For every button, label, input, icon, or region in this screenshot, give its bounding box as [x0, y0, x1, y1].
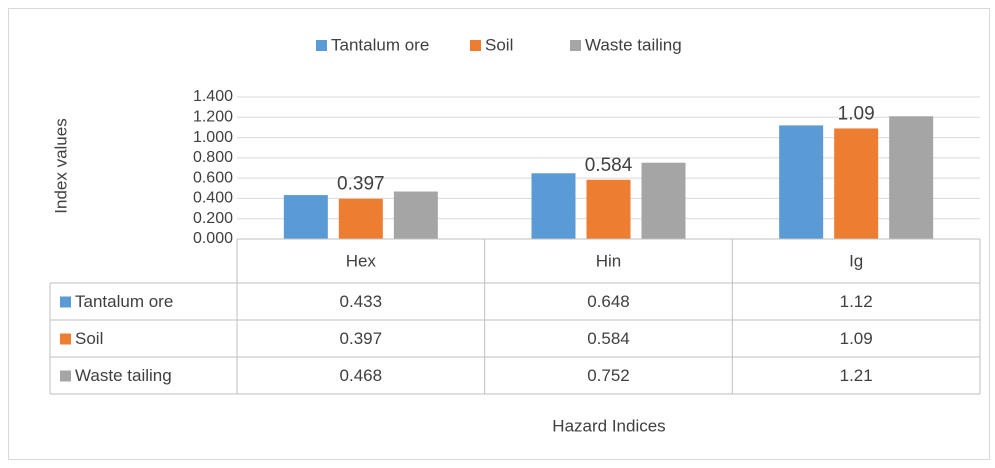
legend-key [316, 40, 327, 51]
y-tick-label: 1.000 [193, 129, 233, 146]
data-label: 0.584 [585, 155, 633, 176]
bar [641, 162, 686, 239]
table-cell: 1.21 [840, 366, 873, 385]
bar [586, 179, 631, 239]
legend-key [470, 40, 481, 51]
table-row-label: Soil [75, 329, 103, 348]
y-tick-label: 1.400 [193, 88, 233, 105]
bar [338, 198, 383, 239]
legend-label: Waste tailing [585, 35, 682, 54]
y-tick-label: 0.600 [193, 169, 233, 186]
data-label: 1.09 [838, 103, 875, 124]
bar [393, 191, 438, 239]
bar [779, 125, 824, 239]
bar [834, 128, 879, 239]
table-header: Hex [346, 251, 377, 270]
y-tick-label: 0.800 [193, 149, 233, 166]
legend-key [570, 40, 581, 51]
table-cell: 0.752 [587, 366, 630, 385]
table-cell: 1.09 [840, 329, 873, 348]
table-cell: 0.584 [587, 329, 630, 348]
table-legend-key [60, 296, 71, 308]
table-cell: 1.12 [840, 292, 873, 311]
table-row-label: Waste tailing [75, 366, 172, 385]
table-cell: 0.397 [340, 329, 383, 348]
table-legend-key [60, 333, 71, 345]
y-tick-label: 0.000 [193, 230, 233, 247]
bar [889, 116, 934, 239]
y-tick-label: 1.200 [193, 109, 233, 126]
data-label: 0.397 [337, 174, 385, 195]
y-tick-label: 0.200 [193, 210, 233, 227]
table-cell: 0.648 [587, 292, 630, 311]
x-axis-label: Hazard Indices [552, 416, 665, 435]
bar [531, 173, 576, 239]
chart-border [8, 8, 990, 460]
table-cell: 0.433 [340, 292, 383, 311]
table-row-label: Tantalum ore [75, 292, 173, 311]
table-cell: 0.468 [340, 366, 383, 385]
legend-label: Soil [485, 35, 513, 54]
legend-label: Tantalum ore [331, 35, 429, 54]
y-axis-label: Index values [51, 118, 70, 213]
table-legend-key [60, 370, 71, 382]
table-header: Ig [849, 251, 863, 270]
bar [283, 195, 328, 239]
table-header: Hin [596, 251, 622, 270]
y-tick-label: 0.400 [193, 190, 233, 207]
